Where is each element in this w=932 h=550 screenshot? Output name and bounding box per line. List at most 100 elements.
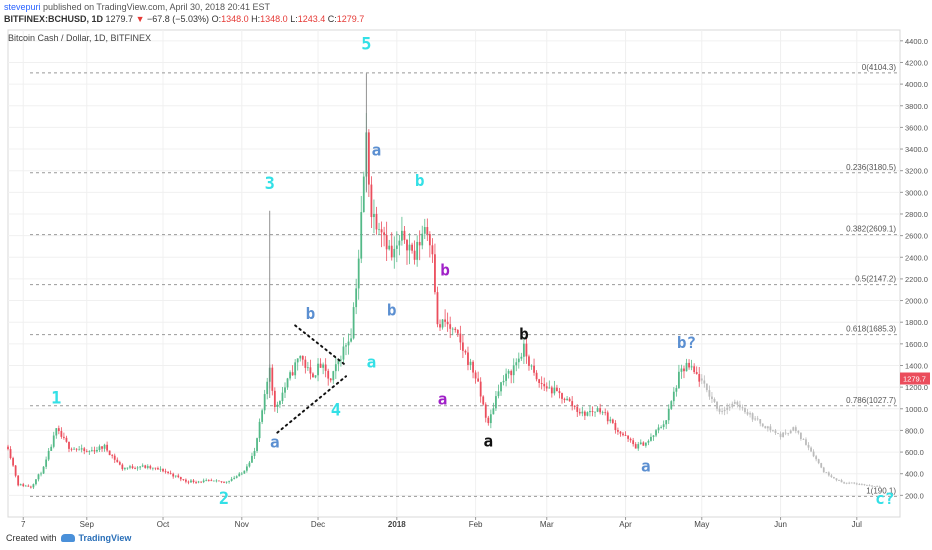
candle-body xyxy=(566,398,568,401)
candle-body xyxy=(88,451,91,452)
candle-body xyxy=(558,391,561,394)
candle-body xyxy=(345,345,347,347)
candle-body xyxy=(840,480,843,483)
y-tick-label: 2800.0 xyxy=(905,210,928,219)
wave-label: a xyxy=(438,389,448,408)
x-tick-label: 2018 xyxy=(388,520,406,529)
author-link[interactable]: stevepuri xyxy=(4,2,41,12)
candle-body xyxy=(169,472,172,474)
candle-body xyxy=(741,407,744,409)
candle-body xyxy=(789,430,792,434)
plot-frame xyxy=(7,29,901,518)
fib-level-label: 0.618(1685.3) xyxy=(846,325,896,334)
candle-body xyxy=(665,420,668,425)
candle-body xyxy=(299,355,302,359)
candle-body xyxy=(444,319,447,322)
candle-body xyxy=(477,378,480,382)
price-change: −67.8 (−5.03%) xyxy=(147,14,210,24)
candle-body xyxy=(754,418,757,420)
candle-body xyxy=(413,250,416,260)
candle-body xyxy=(390,245,393,258)
candle-body xyxy=(426,227,429,235)
candle-body xyxy=(451,328,454,330)
candle-body xyxy=(131,466,134,469)
wave-label: b? xyxy=(677,333,696,352)
candle-body xyxy=(256,438,258,451)
wave-label: 2 xyxy=(219,489,229,509)
tradingview-brand[interactable]: TradingView xyxy=(78,533,132,543)
candle-body xyxy=(723,409,726,412)
candle-body xyxy=(240,473,243,475)
candle-body xyxy=(273,390,276,408)
candle-body xyxy=(65,437,68,442)
candle-body xyxy=(622,433,624,436)
candle-body xyxy=(858,484,861,485)
candle-body xyxy=(606,412,609,422)
spike-wicks xyxy=(269,73,367,398)
candle-body xyxy=(708,390,711,397)
candle-body xyxy=(632,440,635,445)
fib-level-label: 1(190.1) xyxy=(866,486,896,495)
close-label: C: xyxy=(327,14,337,24)
candle-body xyxy=(271,367,274,391)
candle-body xyxy=(286,378,289,388)
candle-body xyxy=(121,464,124,470)
candle-body xyxy=(627,435,629,439)
y-tick-label: 2200.0 xyxy=(905,275,928,284)
candle-body xyxy=(461,342,464,351)
candle-body xyxy=(548,387,551,389)
candle-body xyxy=(83,448,86,451)
candle-body xyxy=(728,406,731,408)
candle-body xyxy=(827,472,830,476)
candle-body xyxy=(868,485,871,487)
candle-body xyxy=(357,258,360,289)
candle-body xyxy=(672,391,675,402)
candle-body xyxy=(817,459,820,464)
y-tick-label: 4400.0 xyxy=(905,37,928,46)
symbol-label: BITFINEX:BCHUSD, 1D xyxy=(4,14,104,24)
candle-body xyxy=(309,367,312,374)
candle-body xyxy=(642,442,645,446)
candle-body xyxy=(695,372,698,375)
x-tick-label: Jun xyxy=(774,520,787,529)
candle-body xyxy=(761,423,764,427)
y-tick-label: 3400.0 xyxy=(905,145,928,154)
candle-body xyxy=(289,372,291,379)
candle-body xyxy=(337,360,340,365)
candle-body xyxy=(276,404,279,408)
candle-body xyxy=(85,450,88,452)
candle-body xyxy=(456,330,459,334)
candle-body xyxy=(563,398,566,401)
candle-body xyxy=(581,411,584,414)
candle-body xyxy=(385,235,388,250)
y-tick-label: 3800.0 xyxy=(905,102,928,111)
candle-body xyxy=(164,471,167,473)
created-with-label: Created with xyxy=(6,533,57,543)
x-tick-label: Sep xyxy=(80,520,95,529)
triangle-pattern xyxy=(276,324,347,434)
candle-body xyxy=(146,466,149,468)
candle-body xyxy=(126,467,129,469)
candle-body xyxy=(609,419,612,422)
candle-body xyxy=(47,450,50,460)
candle-body xyxy=(484,404,487,418)
candle-body xyxy=(319,363,322,368)
candle-body xyxy=(98,446,101,450)
last-price: 1279.7 xyxy=(105,14,134,24)
candle-body xyxy=(190,480,192,483)
candle-body xyxy=(406,239,408,251)
pane-title: Bitcoin Cash / Dollar, 1D, BITFINEX xyxy=(8,33,152,43)
candle-body xyxy=(70,448,73,450)
candle-body xyxy=(233,477,236,479)
candle-body xyxy=(106,444,109,451)
wave-label: a xyxy=(270,433,280,452)
candle-body xyxy=(263,394,266,411)
candle-body xyxy=(820,463,823,468)
candle-body xyxy=(522,343,525,357)
wave-label: 3 xyxy=(265,174,275,194)
candle-body xyxy=(487,417,490,424)
candle-body xyxy=(421,233,424,246)
candle-body xyxy=(459,333,462,343)
candle-body xyxy=(431,245,434,255)
